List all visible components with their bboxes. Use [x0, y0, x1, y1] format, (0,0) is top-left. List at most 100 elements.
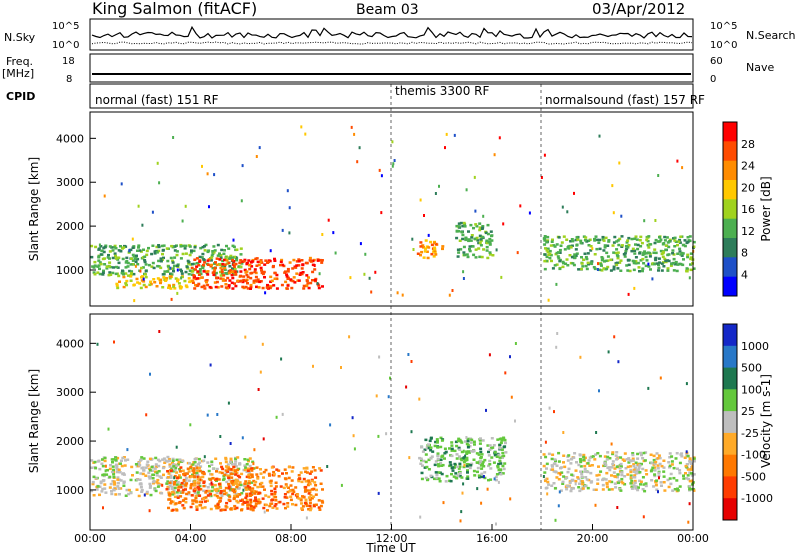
scatter-cell — [170, 267, 174, 270]
scatter-cell — [488, 444, 492, 447]
scatter-point — [184, 204, 187, 208]
scatter-cell — [581, 482, 585, 486]
scatter-cell — [553, 487, 557, 490]
scatter-cell — [479, 244, 483, 247]
scatter-cell — [319, 504, 323, 508]
scatter-cell — [460, 476, 464, 479]
scatter-point — [305, 516, 308, 520]
scatter-cell — [114, 493, 118, 496]
station-title: King Salmon (fitACF) — [92, 0, 257, 18]
scatter-cell — [448, 447, 451, 450]
scatter-cell — [457, 467, 461, 470]
scatter-cell — [282, 486, 286, 490]
velocity-ylabel: Slant Range [km] — [27, 369, 41, 473]
scatter-cell — [191, 281, 195, 284]
scatter-cell — [270, 493, 274, 496]
scatter-cell — [119, 462, 122, 465]
scatter-point — [502, 222, 505, 226]
scatter-cell — [235, 471, 239, 475]
scatter-point — [546, 492, 549, 496]
scatter-cell — [198, 469, 202, 473]
scatter-cell — [288, 489, 292, 493]
scatter-cell — [574, 469, 578, 472]
scatter-cell — [318, 508, 322, 511]
scatter-cell — [570, 255, 574, 259]
scatter-cell — [178, 468, 182, 471]
scatter-cell — [140, 275, 144, 279]
colorbar-segment — [723, 180, 737, 200]
scatter-point — [380, 174, 383, 178]
scatter-cell — [264, 259, 268, 262]
y-tick-label: 2000 — [56, 435, 84, 448]
scatter-cell — [485, 241, 489, 245]
scatter-cell — [270, 502, 274, 505]
scatter-cell — [688, 460, 692, 463]
scatter-cell — [115, 470, 119, 474]
scatter-cell — [215, 276, 219, 280]
scatter-cell — [431, 450, 435, 453]
scatter-cell — [313, 481, 317, 484]
velocity-scatter — [90, 330, 696, 526]
scatter-point — [300, 125, 303, 129]
scatter-cell — [641, 267, 645, 270]
scatter-cell — [689, 268, 693, 272]
colorbar-segment — [723, 454, 737, 477]
scatter-cell — [483, 458, 487, 462]
scatter-cell — [436, 439, 439, 443]
scatter-cell — [201, 245, 205, 249]
scatter-cell — [221, 467, 225, 471]
scatter-cell — [642, 483, 646, 486]
scatter-point — [253, 448, 256, 452]
scatter-cell — [665, 236, 669, 239]
scatter-cell — [192, 475, 196, 478]
scatter-cell — [196, 277, 199, 280]
scatter-cell — [479, 447, 483, 451]
scatter-cell — [633, 466, 637, 470]
scatter-cell — [218, 258, 222, 261]
scatter-cell — [320, 261, 324, 264]
date-title: 03/Apr/2012 — [592, 0, 685, 18]
scatter-cell — [692, 240, 696, 244]
scatter-cell — [466, 439, 470, 443]
scatter-cell — [652, 251, 656, 254]
scatter-cell — [544, 247, 547, 250]
scatter-cell — [424, 460, 428, 464]
scatter-cell — [422, 256, 426, 259]
scatter-cell — [451, 469, 455, 472]
scatter-cell — [213, 266, 217, 270]
scatter-cell — [117, 261, 121, 265]
scatter-cell — [488, 448, 492, 451]
scatter-cell — [601, 257, 605, 260]
scatter-cell — [430, 252, 434, 256]
scatter-cell — [643, 459, 647, 462]
scatter-cell — [557, 257, 561, 260]
scatter-cell — [168, 465, 172, 468]
scatter-cell — [478, 234, 482, 238]
scatter-cell — [584, 264, 588, 268]
scatter-cell — [620, 244, 624, 247]
scatter-cell — [160, 492, 164, 495]
scatter-cell — [591, 455, 595, 458]
scatter-cell — [165, 277, 168, 280]
scatter-cell — [145, 492, 149, 495]
scatter-cell — [586, 261, 590, 265]
scatter-cell — [427, 468, 431, 471]
scatter-cell — [647, 265, 651, 268]
scatter-cell — [166, 259, 170, 263]
scatter-cell — [225, 480, 229, 484]
scatter-cell — [97, 255, 101, 258]
scatter-cell — [487, 478, 490, 482]
scatter-cell — [281, 472, 284, 475]
scatter-cell — [231, 258, 235, 262]
scatter-cell — [486, 444, 490, 447]
scatter-cell — [143, 260, 147, 264]
scatter-cell — [574, 238, 578, 242]
scatter-cell — [595, 474, 599, 477]
scatter-cell — [166, 270, 170, 273]
scatter-cell — [302, 496, 306, 499]
scatter-cell — [593, 239, 597, 242]
scatter-cell — [195, 257, 199, 260]
scatter-cell — [267, 259, 271, 262]
scatter-cell — [297, 479, 301, 483]
scatter-cell — [501, 456, 504, 459]
